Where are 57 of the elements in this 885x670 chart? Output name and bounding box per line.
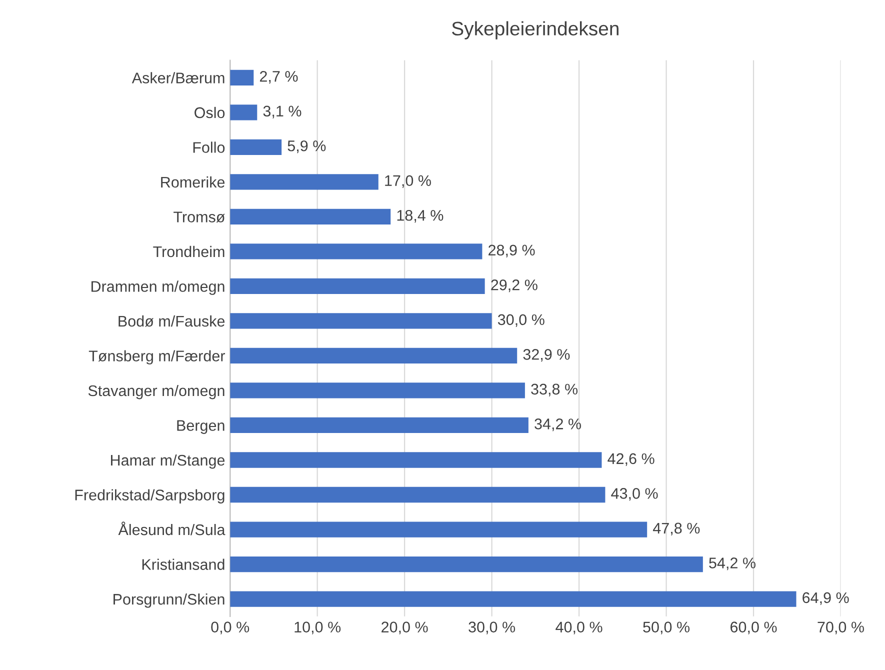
data-label: 33,8 % [531,384,578,396]
y-tick-label: Kristiansand [142,558,224,570]
y-tick-label: Trondheim [153,246,224,258]
data-label: 42,6 % [608,453,654,466]
y-tick-label: Tønsberg m/Færder [88,350,225,364]
data-label: 29,2 % [491,280,538,292]
x-tick-label: 30,0 % [468,622,516,634]
bar [230,70,254,86]
bar [230,382,525,398]
x-tick-label: 40,0 % [556,622,602,634]
bar [230,244,482,260]
bar [230,104,258,120]
data-label: 17,0 % [385,175,431,188]
bar [230,139,282,156]
y-tick-label: Oslo [194,106,225,118]
data-label: 43,0 % [611,488,658,501]
data-label: 34,2 % [534,418,582,432]
data-label: 64,9 % [802,592,849,605]
bar [230,208,391,225]
bar [230,174,378,190]
bar [230,522,648,538]
bar [230,486,606,503]
data-label: 2,7 % [260,70,298,84]
chart-title: Sykepleierindeksen [452,21,618,40]
bar [230,452,602,468]
x-tick-label: 50,0 % [643,622,690,634]
bar [230,348,518,364]
data-label: 30,0 % [498,314,544,327]
y-tick-label: Fredrikstad/Sarpsborg [75,489,224,504]
x-tick-label: 10,0 % [294,622,341,634]
data-label: 3,1 % [263,106,302,118]
y-tick-label: Drammen m/omegn [92,280,224,295]
bar [230,556,703,572]
y-tick-label: Hamar m/Stange [111,454,225,469]
y-tick-label: Romerike [161,176,225,188]
data-label: 47,8 % [652,522,700,536]
bar [230,278,485,294]
y-tick-label: Bodø m/Fauske [118,315,225,327]
x-tick-label: 0,0 % [211,622,250,634]
x-tick-label: 70,0 % [818,622,864,634]
data-label: 18,4 % [397,210,444,223]
y-tick-label: Follo [193,142,225,153]
data-label: 28,9 % [488,244,535,258]
y-tick-label: Stavanger m/omegn [88,384,224,400]
y-tick-label: Bergen [177,420,224,434]
bar [230,591,796,607]
x-tick-label: 60,0 % [730,622,777,634]
bar [230,313,492,329]
bar [230,417,528,434]
data-label: 32,9 % [523,349,570,362]
y-tick-label: Porsgrunn/Skien [114,593,224,608]
data-label: 54,2 % [709,558,756,570]
y-tick-label: Ålesund m/Sula [118,522,226,536]
y-tick-label: Tromsø [174,212,225,223]
data-label: 5,9 % [288,140,326,154]
y-tick-label: Asker/Bærum [132,72,224,84]
x-tick-label: 20,0 % [382,622,428,634]
